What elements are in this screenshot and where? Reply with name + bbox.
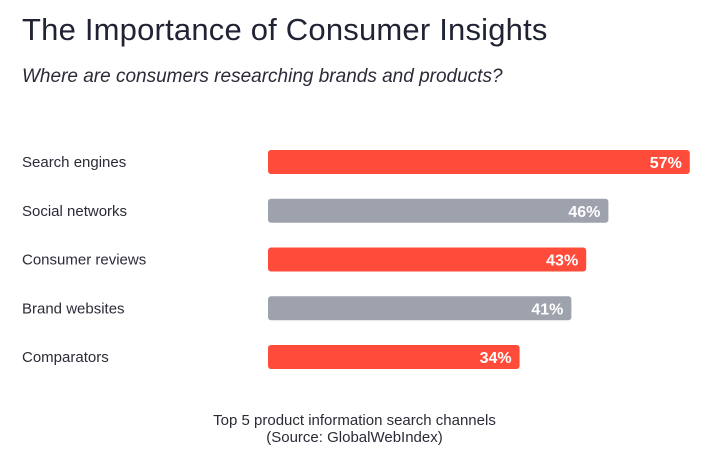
value-label-brand-websites: 41% <box>531 301 563 318</box>
chart-title: The Importance of Consumer Insights <box>22 12 548 47</box>
chart-subtitle: Where are consumers researching brands a… <box>22 66 503 87</box>
bar-consumer-reviews <box>268 247 587 272</box>
value-label-search-engines: 57% <box>650 155 682 172</box>
category-label-search-engines: Search engines <box>22 154 126 171</box>
category-label-consumer-reviews: Consumer reviews <box>22 252 146 269</box>
value-label-social-networks: 46% <box>568 204 600 221</box>
value-label-comparators: 34% <box>480 350 512 367</box>
bar-search-engines <box>268 150 690 174</box>
bar-brand-websites <box>268 296 572 321</box>
bar-comparators <box>268 345 520 369</box>
chart-caption: Top 5 product information search channel… <box>213 412 496 429</box>
chart-source: (Source: GlobalWebIndex) <box>266 429 443 446</box>
value-label-consumer-reviews: 43% <box>546 253 578 270</box>
category-label-brand-websites: Brand websites <box>22 300 125 317</box>
bar-social-networks <box>268 198 609 223</box>
category-label-social-networks: Social networks <box>22 203 127 220</box>
category-label-comparators: Comparators <box>22 349 109 366</box>
